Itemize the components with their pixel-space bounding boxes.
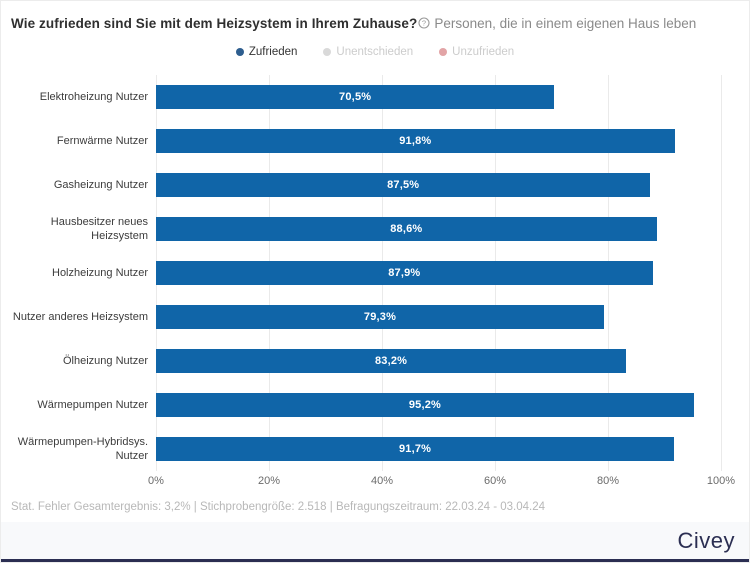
bar-track: 88,6% bbox=[156, 207, 721, 251]
bar-value-label: 83,2% bbox=[374, 355, 408, 367]
x-axis-tick-label: 100% bbox=[706, 475, 736, 487]
x-axis-tick-label: 80% bbox=[596, 475, 620, 487]
category-label: Elektroheizung Nutzer bbox=[39, 90, 148, 103]
bar-value-label: 91,8% bbox=[399, 135, 432, 147]
legend: Zufrieden Unentschieden Unzufrieden bbox=[1, 46, 749, 58]
category-label: Gasheizung Nutzer bbox=[53, 178, 148, 191]
legend-dot-icon bbox=[323, 48, 332, 56]
bar-track: 83,2% bbox=[156, 339, 721, 383]
bar-row: Fernwärme Nutzer 91,8% bbox=[1, 119, 721, 163]
bar-value-label: 87,9% bbox=[388, 267, 421, 279]
bar[interactable]: 95,2% bbox=[156, 393, 694, 417]
brand-band: Civey bbox=[1, 522, 749, 562]
legend-dot-icon bbox=[235, 48, 244, 56]
legend-label: Zufrieden bbox=[248, 46, 298, 58]
bar-row: Hausbesitzer neues Heizsystem 88,6% bbox=[1, 207, 721, 251]
legend-label: Unentschieden bbox=[336, 46, 414, 58]
x-axis-tick-label: 20% bbox=[257, 475, 281, 487]
bar-value-label: 79,3% bbox=[363, 311, 397, 323]
bar-track: 79,3% bbox=[156, 295, 721, 339]
civey-logo[interactable]: Civey bbox=[677, 527, 735, 553]
bar-row: Wärmepumpen-Hybridsys. Nutzer 91,7% bbox=[1, 427, 721, 471]
legend-dot-icon bbox=[439, 48, 448, 56]
bar-value-label: 70,5% bbox=[339, 91, 372, 103]
bar[interactable]: 91,7% bbox=[156, 437, 675, 461]
bar-value-label: 95,2% bbox=[408, 399, 442, 411]
legend-item-2[interactable]: Unzufrieden bbox=[439, 46, 514, 58]
bar-value-label: 88,6% bbox=[390, 223, 423, 235]
bar[interactable]: 79,3% bbox=[156, 305, 605, 329]
bar[interactable]: 87,5% bbox=[156, 173, 651, 197]
grid-line bbox=[721, 75, 722, 471]
survey-stats: Stat. Fehler Gesamtergebnis: 3,2% | Stic… bbox=[11, 501, 546, 513]
bar-track: 87,9% bbox=[156, 251, 721, 295]
category-label: Ölheizung Nutzer bbox=[63, 354, 148, 367]
circle-info-icon[interactable]: ? bbox=[418, 16, 430, 34]
bar-row: Wärmepumpen Nutzer 95,2% bbox=[1, 383, 721, 427]
category-label: Holzheizung Nutzer bbox=[52, 266, 148, 279]
legend-item-1[interactable]: Unentschieden bbox=[323, 46, 413, 58]
category-label: Fernwärme Nutzer bbox=[56, 134, 148, 147]
bar[interactable]: 70,5% bbox=[156, 85, 555, 109]
bar-value-label: 91,7% bbox=[398, 443, 432, 455]
legend-label: Unzufrieden bbox=[452, 46, 515, 58]
x-axis-tick-label: 0% bbox=[148, 475, 164, 487]
x-axis-tick-label: 40% bbox=[370, 475, 394, 487]
legend-item-0[interactable]: Zufrieden bbox=[235, 46, 298, 58]
bar-row: Gasheizung Nutzer 87,5% bbox=[1, 163, 721, 207]
category-label: Wärmepumpen-Hybridsys. Nutzer bbox=[17, 435, 148, 462]
bar[interactable]: 87,9% bbox=[156, 261, 653, 285]
x-axis-tick-label: 60% bbox=[483, 475, 507, 487]
bar-track: 91,7% bbox=[156, 427, 721, 471]
bar[interactable]: 88,6% bbox=[156, 217, 657, 241]
bar-row: Nutzer anderes Heizsystem 79,3% bbox=[1, 295, 721, 339]
bar[interactable]: 83,2% bbox=[156, 349, 627, 373]
svg-text:?: ? bbox=[422, 19, 426, 28]
bar-track: 87,5% bbox=[156, 163, 721, 207]
x-axis: 0% 20% 40% 60% 80% 100% bbox=[148, 471, 735, 491]
bar-row: Elektroheizung Nutzer 70,5% bbox=[1, 75, 721, 119]
bar-chart: Elektroheizung Nutzer 70,5% Fernwärme Nutz… bbox=[1, 75, 749, 491]
bar-row: Ölheizung Nutzer 83,2% bbox=[1, 339, 721, 383]
chart-header: Wie zufrieden sind Sie mit dem Heizsyste… bbox=[1, 1, 749, 33]
bar-rows: Elektroheizung Nutzer 70,5% Fernwärme Nutz… bbox=[1, 75, 721, 471]
category-label: Nutzer anderes Heizsystem bbox=[12, 310, 148, 323]
category-label: Hausbesitzer neues Heizsystem bbox=[50, 215, 148, 242]
bar[interactable]: 91,8% bbox=[156, 129, 675, 153]
bar-track: 70,5% bbox=[156, 75, 721, 119]
bar-row: Holzheizung Nutzer 87,9% bbox=[1, 251, 721, 295]
bar-track: 95,2% bbox=[156, 383, 721, 427]
category-label: Wärmepumpen Nutzer bbox=[37, 398, 148, 411]
chart-subtitle: Personen, die in einem eigenen Haus lebe… bbox=[434, 16, 697, 31]
bar-value-label: 87,5% bbox=[387, 179, 420, 191]
bar-track: 91,8% bbox=[156, 119, 721, 163]
chart-title: Wie zufrieden sind Sie mit dem Heizsyste… bbox=[11, 16, 418, 31]
